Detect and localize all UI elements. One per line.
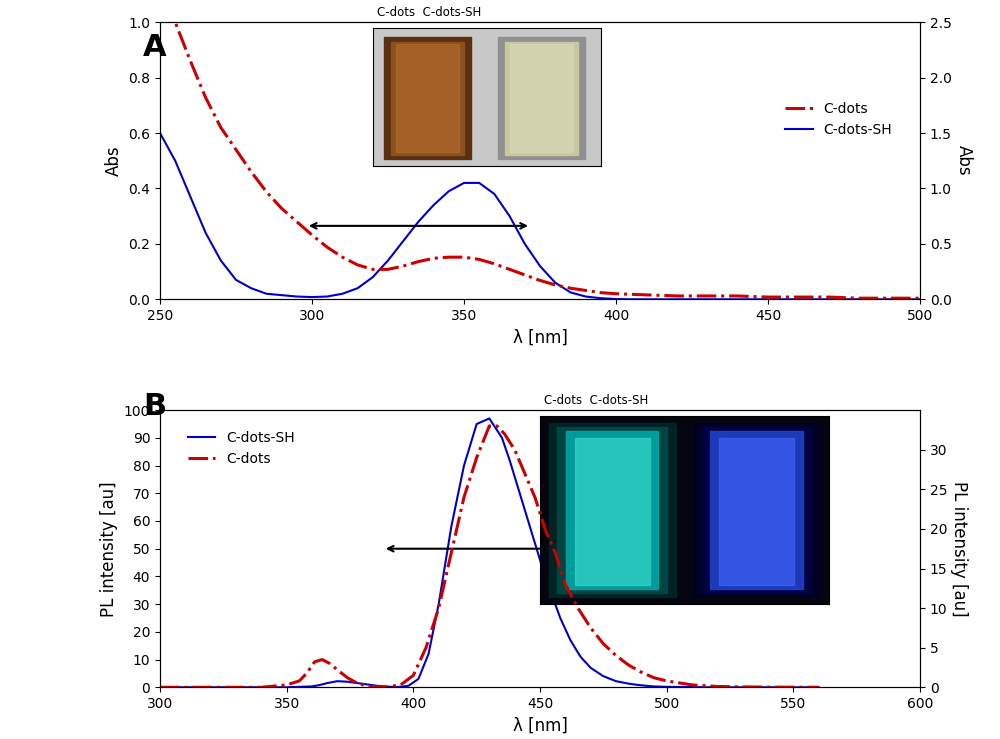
Y-axis label: Abs: Abs: [955, 146, 973, 176]
Y-axis label: PL intensity [au]: PL intensity [au]: [950, 481, 968, 616]
Text: C-dots  C-dots-SH: C-dots C-dots-SH: [544, 395, 648, 407]
Text: A: A: [143, 33, 167, 62]
Y-axis label: Abs: Abs: [105, 146, 123, 176]
Text: B: B: [143, 392, 167, 420]
X-axis label: λ [nm]: λ [nm]: [513, 329, 567, 347]
Y-axis label: PL intensity [au]: PL intensity [au]: [100, 481, 118, 616]
Text: C-dots  C-dots-SH: C-dots C-dots-SH: [377, 7, 481, 19]
Legend: C-dots-SH, C-dots: C-dots-SH, C-dots: [182, 426, 301, 471]
X-axis label: λ [nm]: λ [nm]: [513, 717, 567, 735]
Legend: C-dots, C-dots-SH: C-dots, C-dots-SH: [779, 96, 898, 142]
